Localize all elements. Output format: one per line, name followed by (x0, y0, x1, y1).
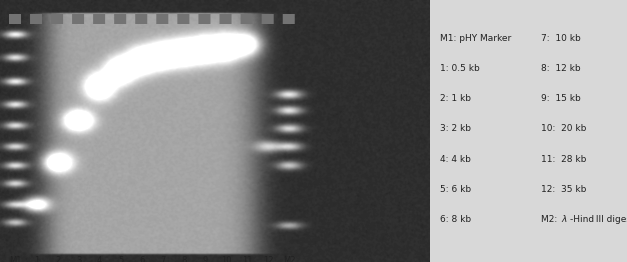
Text: 7:  10 kb: 7: 10 kb (542, 34, 581, 43)
Text: 1: 0.5 kb: 1: 0.5 kb (440, 64, 480, 73)
Text: 2: 2 (55, 256, 60, 262)
Text: 6: 8 kb: 6: 8 kb (440, 215, 472, 224)
Text: M2:: M2: (542, 215, 561, 224)
Text: M1: M1 (9, 256, 21, 262)
Text: 9: 9 (203, 256, 208, 262)
Text: 10:  20 kb: 10: 20 kb (542, 124, 587, 133)
Text: 5: 5 (118, 256, 124, 262)
Text: λ: λ (561, 215, 566, 224)
Text: 9:  15 kb: 9: 15 kb (542, 94, 581, 103)
Text: 3: 3 (76, 256, 82, 262)
Text: 4: 4 kb: 4: 4 kb (440, 155, 472, 163)
Text: 12:  35 kb: 12: 35 kb (542, 185, 587, 194)
Text: 8: 8 (181, 256, 186, 262)
Text: M2: M2 (283, 256, 295, 262)
Text: 5: 6 kb: 5: 6 kb (440, 185, 472, 194)
Text: 7: 7 (160, 256, 166, 262)
Text: 6: 6 (139, 256, 144, 262)
Text: 4: 4 (97, 256, 102, 262)
Text: -Hind III digest: -Hind III digest (570, 215, 627, 224)
Text: 12: 12 (263, 256, 273, 262)
Text: 11: 11 (242, 256, 252, 262)
Text: 8:  12 kb: 8: 12 kb (542, 64, 581, 73)
Text: 2: 1 kb: 2: 1 kb (440, 94, 472, 103)
Text: 11:  28 kb: 11: 28 kb (542, 155, 587, 163)
Text: 1: 1 (34, 256, 39, 262)
Text: 3: 2 kb: 3: 2 kb (440, 124, 472, 133)
Text: M1: pHY Marker: M1: pHY Marker (440, 34, 512, 43)
Text: 10: 10 (221, 256, 231, 262)
